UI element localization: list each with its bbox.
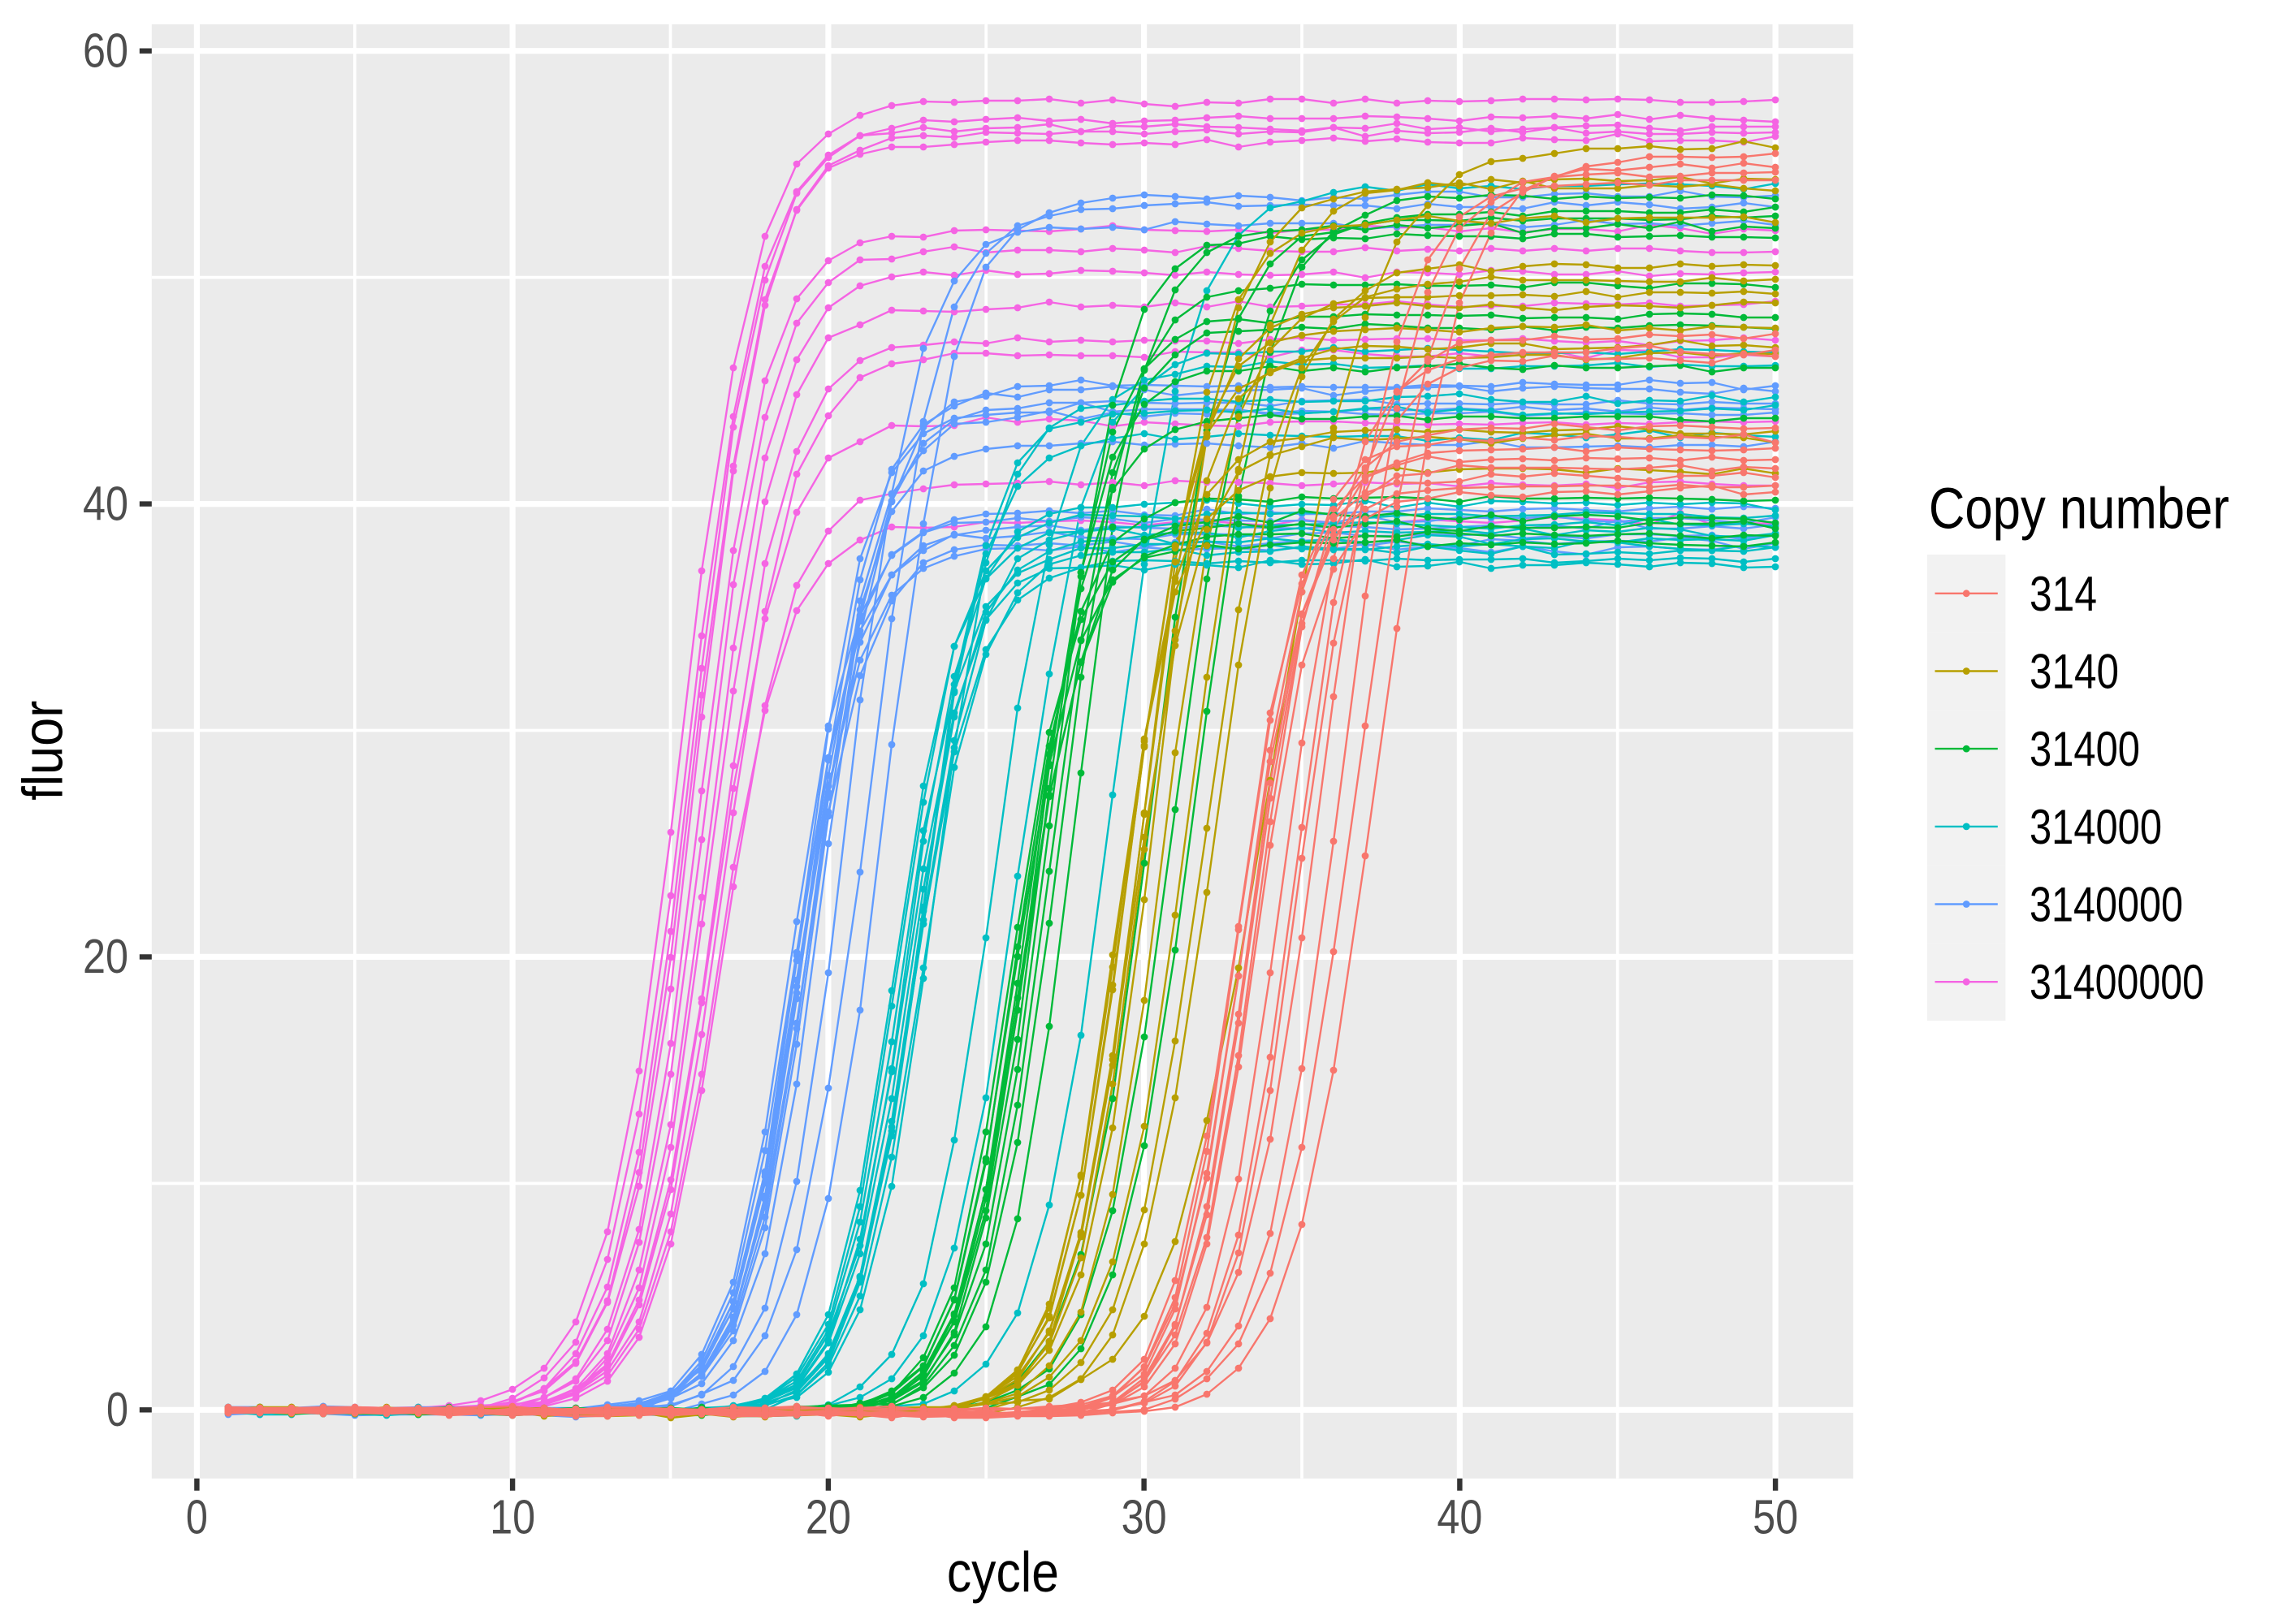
svg-text:40: 40 <box>1437 1491 1482 1544</box>
svg-text:Copy number: Copy number <box>1929 477 2229 541</box>
svg-text:314: 314 <box>2030 567 2097 621</box>
svg-text:30: 30 <box>1122 1491 1167 1544</box>
svg-text:3140000: 3140000 <box>2030 878 2183 932</box>
svg-text:20: 20 <box>806 1491 851 1544</box>
svg-text:cycle: cycle <box>947 1540 1059 1604</box>
svg-text:0: 0 <box>186 1491 208 1544</box>
svg-text:3140: 3140 <box>2030 645 2119 699</box>
svg-text:60: 60 <box>83 24 128 78</box>
svg-text:0: 0 <box>106 1383 128 1436</box>
svg-text:31400: 31400 <box>2030 722 2140 776</box>
svg-text:40: 40 <box>83 477 128 530</box>
svg-text:10: 10 <box>490 1491 535 1544</box>
svg-text:31400000: 31400000 <box>2030 955 2204 1009</box>
svg-text:50: 50 <box>1753 1491 1798 1544</box>
svg-text:314000: 314000 <box>2030 800 2162 854</box>
svg-text:fluor: fluor <box>11 701 75 801</box>
svg-text:20: 20 <box>83 930 128 983</box>
